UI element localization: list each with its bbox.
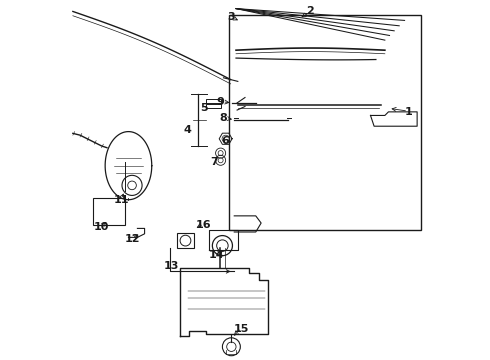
Text: 16: 16 [196, 220, 212, 230]
Bar [177, 233, 194, 248]
Text: 5: 5 [200, 103, 208, 113]
Text: 11: 11 [114, 195, 129, 205]
Text: 7: 7 [211, 157, 219, 167]
Bar [206, 99, 220, 103]
Text: 15: 15 [234, 324, 249, 334]
Text: 8: 8 [220, 113, 227, 123]
Text: 13: 13 [164, 261, 179, 271]
Text: 6: 6 [221, 136, 229, 145]
Text: 2: 2 [306, 6, 314, 17]
Text: 9: 9 [216, 97, 224, 107]
Bar [206, 104, 220, 108]
Bar [229, 15, 421, 230]
Text: 1: 1 [404, 107, 412, 117]
Text: 14: 14 [209, 250, 224, 260]
Text: 12: 12 [124, 234, 140, 244]
Text: 3: 3 [227, 12, 235, 22]
Text: 10: 10 [94, 222, 109, 231]
Bar [93, 198, 125, 225]
Text: 4: 4 [184, 125, 192, 135]
